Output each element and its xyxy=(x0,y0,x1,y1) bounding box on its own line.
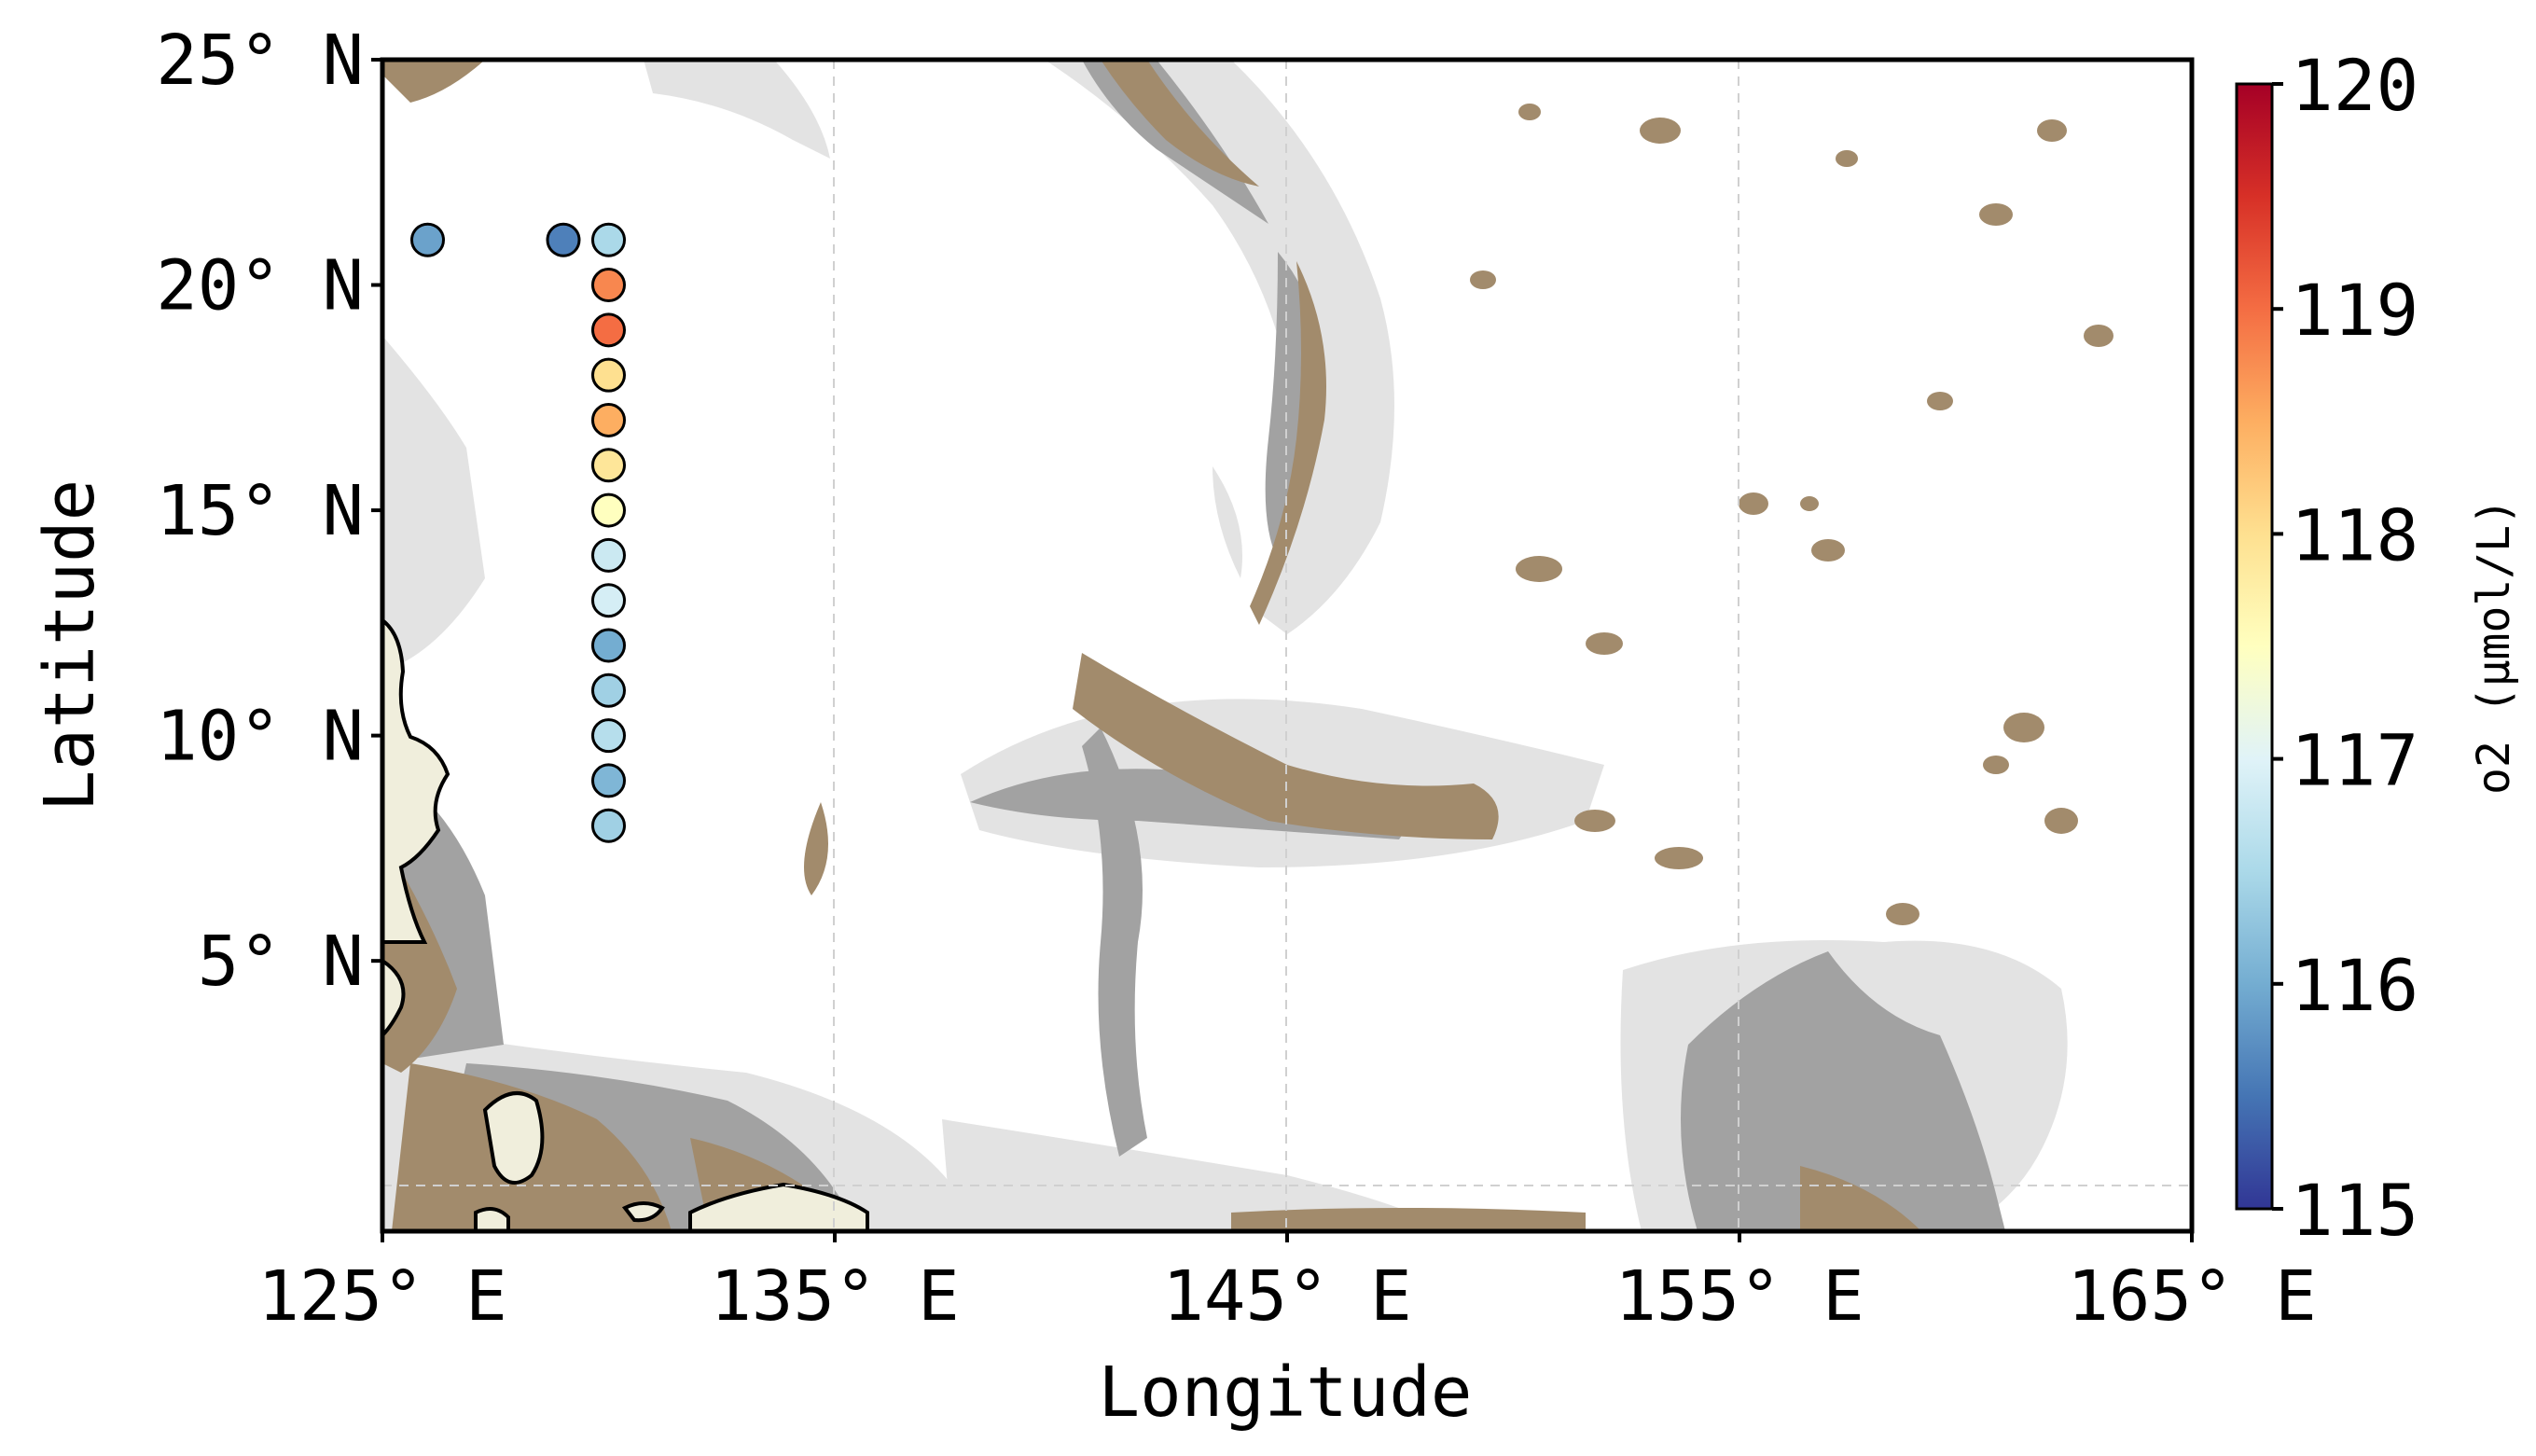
x-tick-label: 155° E xyxy=(1614,1256,1864,1337)
station-point xyxy=(593,494,625,526)
y-tick-label: 25° N xyxy=(156,21,364,101)
station-point xyxy=(593,450,625,481)
station-point xyxy=(547,224,579,256)
x-tick-label: 125° E xyxy=(257,1256,506,1337)
y-axis-label: Latitude xyxy=(30,479,110,811)
station-point xyxy=(593,359,625,391)
station-point xyxy=(593,765,625,797)
colorbar-gradient xyxy=(2237,84,2272,1209)
y-axis-ticks: 25° N 20° N 15° N 10° N 5° N xyxy=(156,21,382,1002)
x-tick-label: 145° E xyxy=(1162,1256,1411,1337)
station-point xyxy=(412,224,444,256)
colorbar-tick-label: 120 xyxy=(2291,44,2418,127)
x-axis-label: Longitude xyxy=(1099,1352,1473,1433)
bathymetry-layer xyxy=(382,60,2192,1231)
colorbar-tick-label: 115 xyxy=(2291,1169,2418,1252)
colorbar-ticks: 120 119 118 117 116 115 xyxy=(2272,44,2418,1252)
station-point xyxy=(593,404,625,436)
station-point xyxy=(593,810,625,841)
station-point xyxy=(593,224,625,256)
colorbar-tick-label: 119 xyxy=(2291,269,2418,352)
station-point xyxy=(593,314,625,346)
station-point xyxy=(593,539,625,571)
station-point xyxy=(593,585,625,617)
colorbar-label: o2 (μmol/L) xyxy=(2468,498,2520,795)
station-point xyxy=(593,630,625,661)
colorbar: 120 119 118 117 116 115 o2 (μmol/L) xyxy=(2237,44,2520,1252)
y-tick-label: 20° N xyxy=(156,246,364,326)
colorbar-tick-label: 118 xyxy=(2291,493,2418,576)
y-tick-label: 5° N xyxy=(198,922,364,1002)
station-point xyxy=(593,270,625,301)
station-point xyxy=(593,720,625,752)
colorbar-tick-label: 117 xyxy=(2291,719,2418,802)
station-point xyxy=(593,674,625,706)
y-tick-label: 10° N xyxy=(156,697,364,777)
x-tick-label: 135° E xyxy=(710,1256,959,1337)
colorbar-tick-label: 116 xyxy=(2291,944,2418,1027)
y-tick-label: 15° N xyxy=(156,471,364,551)
x-axis-ticks: 125° E 135° E 145° E 155° E 165° E xyxy=(257,1231,2316,1337)
x-tick-label: 165° E xyxy=(2067,1256,2316,1337)
